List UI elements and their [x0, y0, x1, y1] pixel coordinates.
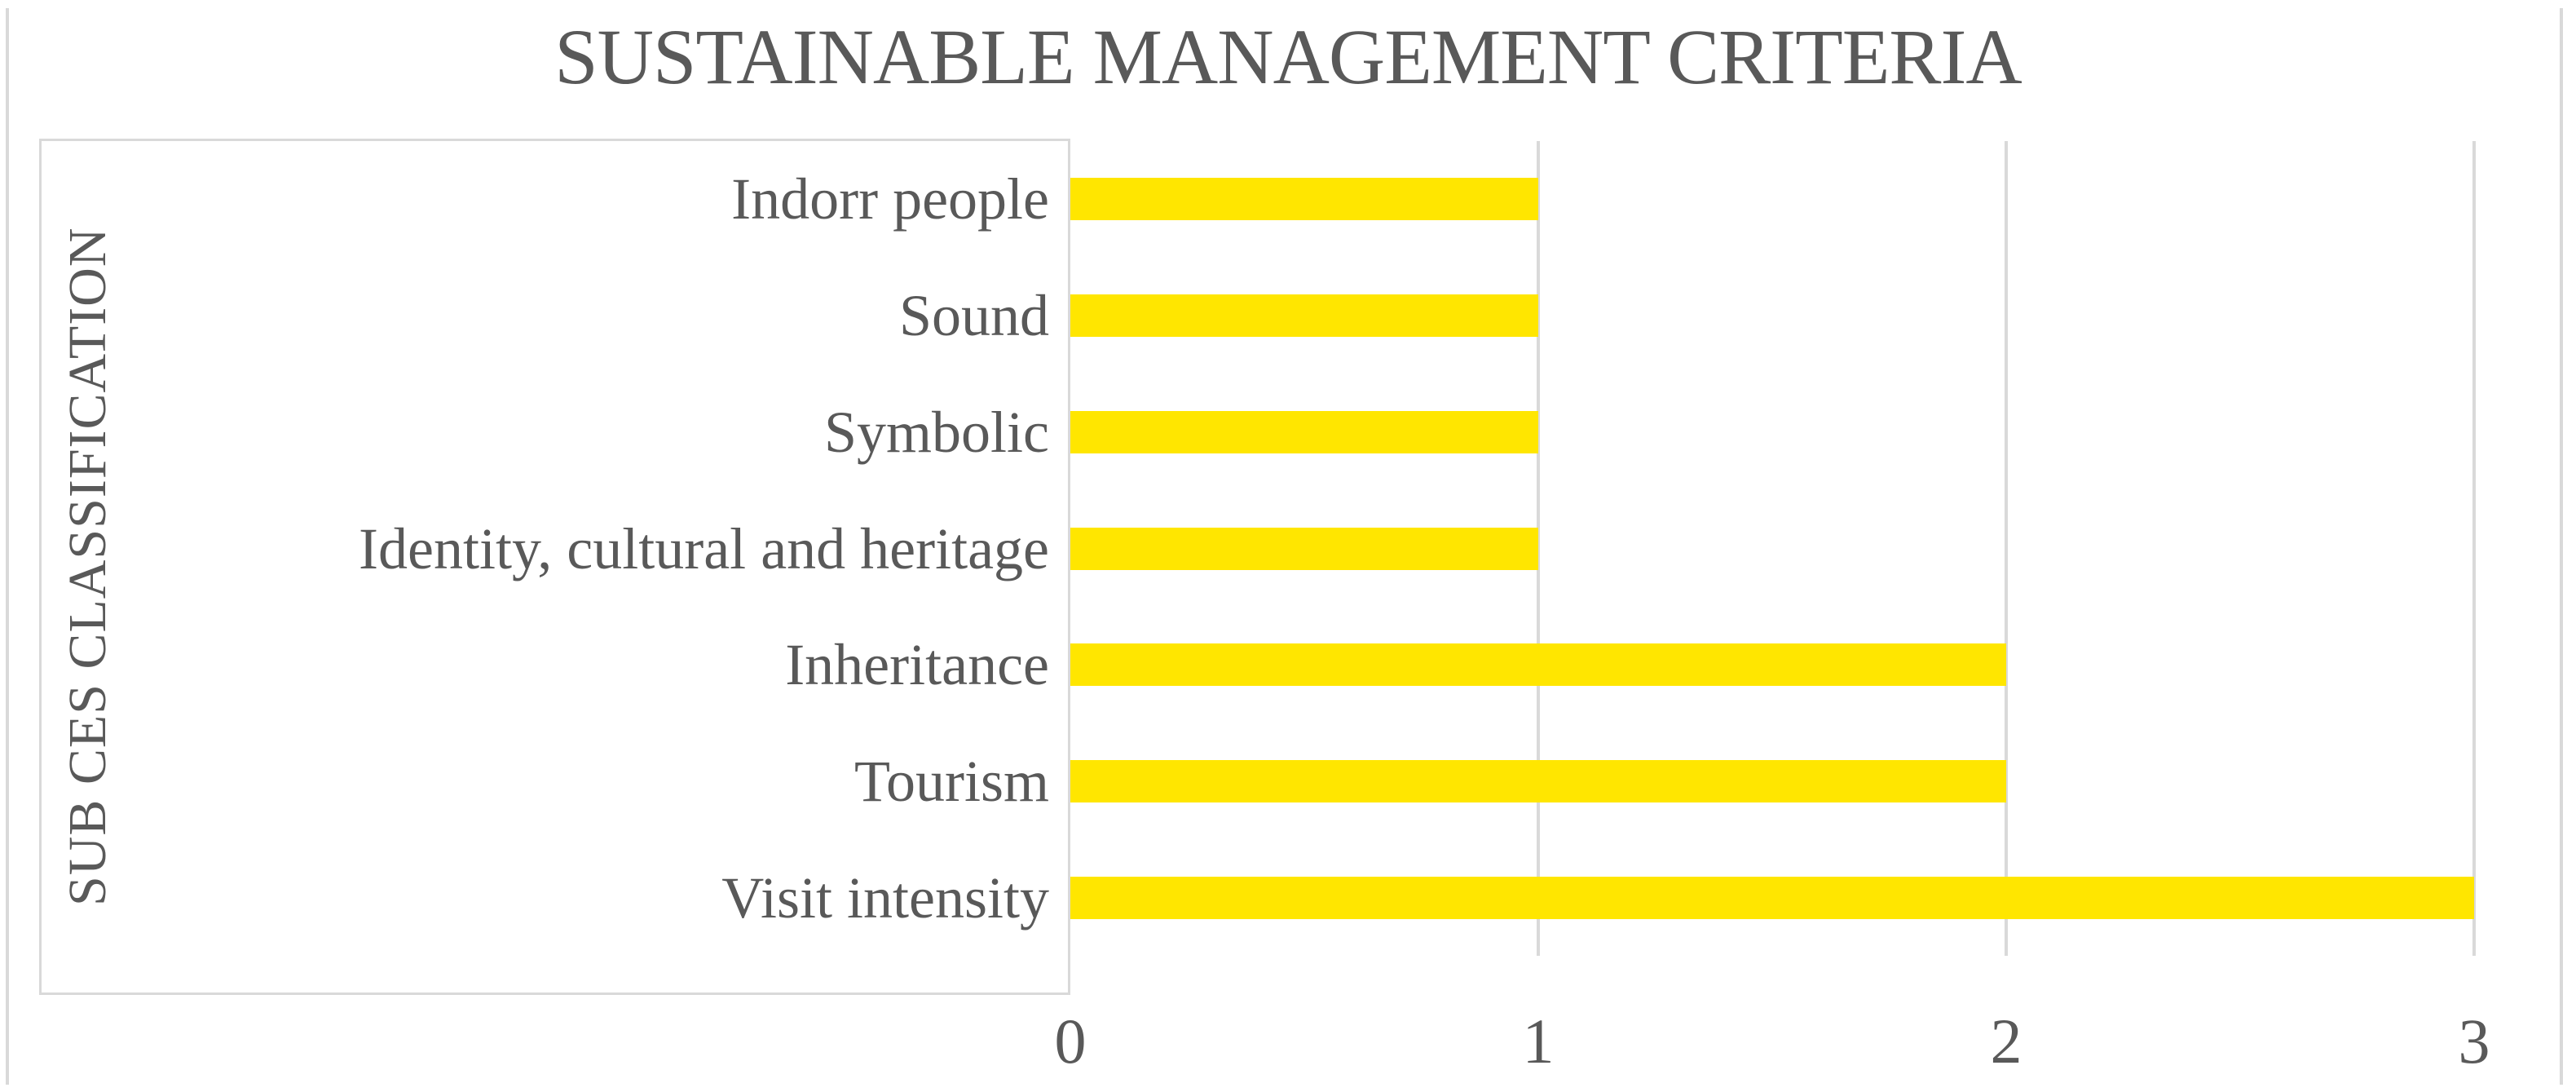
bar-row: Identity, cultural and heritage: [39, 490, 2474, 607]
x-tick-label: 0: [1054, 1006, 1087, 1077]
x-tick-label: 2: [1990, 1006, 2022, 1077]
category-label: Inheritance: [785, 632, 1049, 698]
gridline-x-1: [1537, 141, 1540, 956]
bar-row: Sound: [39, 258, 2474, 374]
gridline-x-3: [2472, 141, 2476, 956]
bar-row: Inheritance: [39, 607, 2474, 723]
figure-right-border: [2560, 8, 2563, 1085]
category-label: Symbolic: [823, 399, 1049, 465]
bar-row: Visit intensity: [39, 839, 2474, 956]
category-label: Visit intensity: [721, 864, 1049, 931]
bar: [1070, 759, 2006, 802]
bar: [1070, 527, 1538, 570]
category-label-box: [39, 139, 1070, 995]
bar-rows-layer: Indorr people Sound Symbolic Identity, cult…: [39, 141, 2474, 956]
category-label: Sound: [898, 283, 1049, 349]
figure-left-border: [6, 8, 9, 1085]
x-tick-label: 1: [1522, 1006, 1555, 1077]
bar: [1070, 410, 1538, 453]
x-tick-label: 3: [2458, 1006, 2490, 1077]
bar-row: Symbolic: [39, 374, 2474, 490]
bar-row: Indorr people: [39, 141, 2474, 258]
bar: [1070, 876, 2474, 919]
category-label: Indorr people: [731, 166, 1049, 232]
bar: [1070, 294, 1538, 338]
bar: [1070, 643, 2006, 687]
category-label: Tourism: [854, 748, 1049, 814]
category-label: Identity, cultural and heritage: [359, 515, 1049, 581]
bar-row: Tourism: [39, 723, 2474, 840]
chart-title: SUSTAINABLE MANAGEMENT CRITERIA: [554, 13, 2022, 100]
bar: [1070, 178, 1538, 221]
gridline-x-2: [2005, 141, 2008, 956]
